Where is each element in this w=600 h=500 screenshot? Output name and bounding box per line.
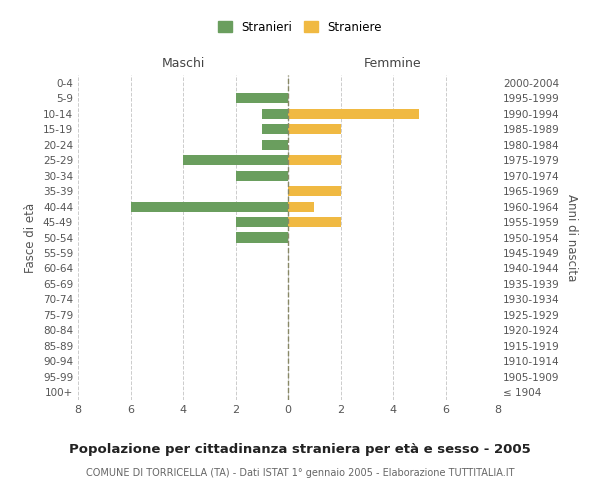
Bar (288, 202, 314, 211)
Bar (288, 217, 341, 227)
Bar (288, 124, 341, 134)
Y-axis label: Fasce di età: Fasce di età (25, 202, 37, 272)
Bar (288, 186, 341, 196)
Bar (235, 170, 288, 180)
Bar (288, 155, 341, 165)
Text: Maschi: Maschi (161, 58, 205, 70)
Bar (235, 93, 288, 103)
Bar (183, 155, 288, 165)
Bar (262, 140, 288, 149)
Text: Femmine: Femmine (364, 58, 422, 70)
Bar (130, 202, 288, 211)
Text: COMUNE DI TORRICELLA (TA) - Dati ISTAT 1° gennaio 2005 - Elaborazione TUTTITALIA: COMUNE DI TORRICELLA (TA) - Dati ISTAT 1… (86, 468, 514, 477)
Bar (235, 217, 288, 227)
Y-axis label: Anni di nascita: Anni di nascita (565, 194, 578, 281)
Bar (262, 124, 288, 134)
Bar (235, 232, 288, 242)
Bar (288, 108, 419, 118)
Bar (262, 108, 288, 118)
Text: Popolazione per cittadinanza straniera per età e sesso - 2005: Popolazione per cittadinanza straniera p… (69, 442, 531, 456)
Legend: Stranieri, Straniere: Stranieri, Straniere (213, 16, 387, 38)
